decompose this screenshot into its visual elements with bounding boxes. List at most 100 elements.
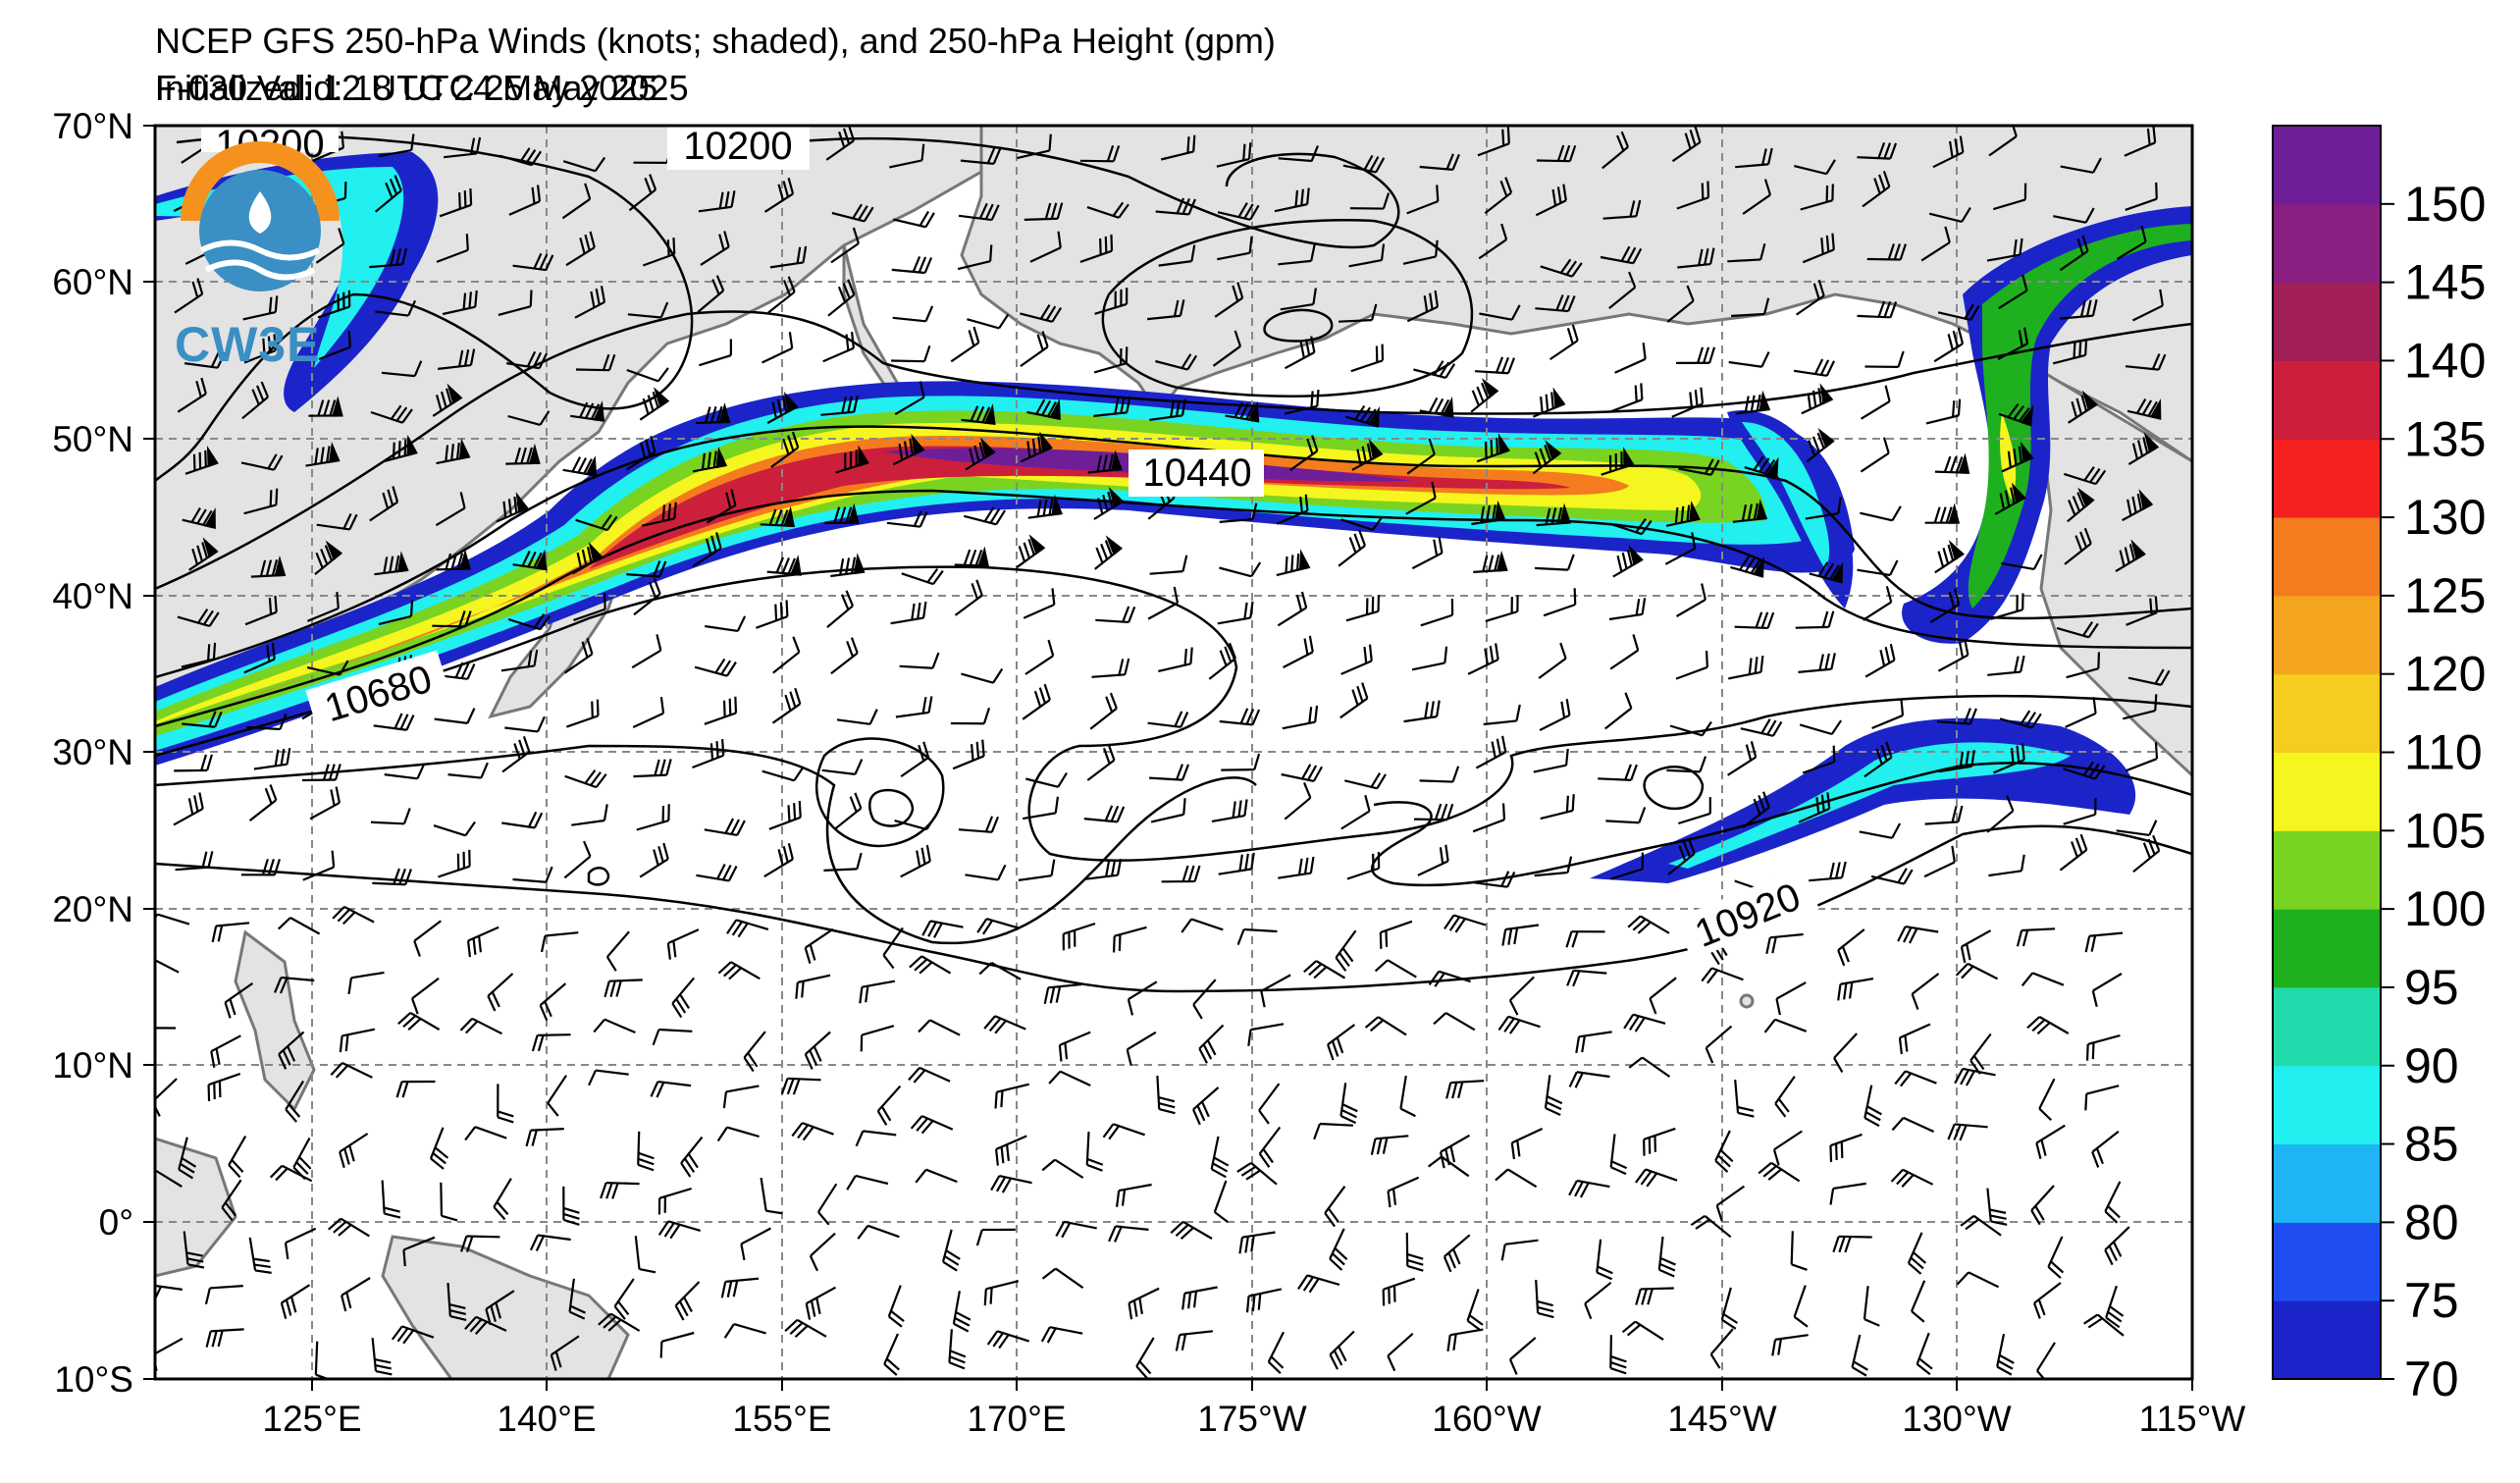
wind-barb	[374, 551, 409, 576]
wind-barb	[626, 367, 669, 383]
wind-barb	[314, 1341, 332, 1379]
wind-barb	[1947, 1123, 1988, 1141]
wind-barb	[1445, 1080, 1485, 1099]
wind-barb	[642, 238, 676, 267]
wind-barb	[1150, 798, 1186, 823]
wind-barb	[887, 1285, 905, 1328]
jet-subtropical-cyan	[1668, 742, 2071, 869]
wind-barb	[2127, 432, 2160, 466]
wind-barb	[1313, 1122, 1353, 1140]
wind-barb	[432, 383, 463, 417]
wind-barb	[961, 403, 996, 425]
wind-barb	[1742, 179, 1772, 215]
wind-barb	[894, 381, 925, 416]
wind-barb	[2001, 441, 2034, 473]
wind-barb	[280, 1284, 311, 1319]
chart-title: NCEP GFS 250-hPa Winds (knots; shaded), …	[155, 21, 1276, 61]
wind-barb	[1911, 1280, 1926, 1323]
wind-barb	[1671, 387, 1705, 418]
wind-barb	[784, 1318, 827, 1338]
wind-barb	[1609, 634, 1640, 670]
wind-barb	[950, 326, 980, 363]
wind-barb	[1715, 1185, 1746, 1222]
wind-barb	[1860, 505, 1902, 522]
lat-label: 0°	[99, 1202, 133, 1243]
jet-alaska-green	[1968, 224, 2192, 609]
wind-barb	[500, 649, 539, 672]
wind-barb	[2060, 157, 2102, 174]
wind-barb	[1540, 258, 1583, 278]
wind-barb	[371, 1338, 393, 1376]
wind-barb	[760, 1177, 783, 1215]
wind-barb	[1245, 1288, 1283, 1313]
wind-barb	[566, 699, 600, 728]
wind-barb	[1701, 967, 1744, 984]
wind-barb	[1510, 1128, 1544, 1160]
wind-barb	[228, 1136, 247, 1179]
wind-barb	[1475, 735, 1507, 769]
wind-barb	[253, 747, 291, 770]
wind-barb	[1734, 1080, 1755, 1118]
jet-alaska-yellow	[2000, 412, 2017, 501]
wind-barb	[547, 1075, 568, 1117]
wind-barb	[1387, 1332, 1414, 1372]
wind-barb	[1540, 794, 1575, 821]
wind-barb	[2125, 742, 2159, 772]
wind-barb	[2126, 596, 2159, 626]
wind-barb	[1348, 243, 1386, 268]
wind-barb	[1535, 184, 1567, 217]
wind-barb	[512, 252, 554, 272]
wind-barb	[1532, 387, 1566, 418]
colorbar-label: 120	[2404, 647, 2486, 702]
wind-barb	[505, 350, 549, 370]
wind-barb	[1351, 438, 1384, 471]
wind-barb	[983, 1015, 1026, 1034]
wind-barb	[174, 754, 213, 772]
wind-barb	[2053, 207, 2095, 224]
wind-barb	[1289, 435, 1319, 472]
wind-barb	[825, 126, 856, 161]
wind-barb	[1649, 977, 1677, 1015]
wind-barb	[2116, 820, 2158, 837]
lon-label: 170°E	[967, 1399, 1066, 1439]
wind-barb	[155, 956, 180, 974]
wind-barb	[1986, 238, 2023, 262]
wind-barb	[1795, 610, 1835, 629]
wind-barb	[769, 245, 808, 269]
wind-barb	[964, 506, 1006, 526]
wind-barb	[674, 1281, 701, 1321]
wind-barb	[381, 360, 423, 378]
wind-barb	[1055, 1220, 1097, 1239]
wind-barb	[1274, 187, 1310, 213]
wind-barb	[1857, 559, 1899, 577]
wind-barb	[242, 295, 279, 321]
wind-barb	[639, 842, 669, 878]
wind-barb	[1714, 1130, 1734, 1173]
wind-barb	[995, 1135, 1027, 1166]
wind-barb	[1735, 390, 1771, 415]
wind-barb	[184, 446, 219, 475]
wind-barb	[941, 1229, 961, 1272]
wind-barb	[1128, 1287, 1160, 1320]
wind-barb	[1406, 290, 1440, 323]
wind-barb	[1161, 865, 1201, 883]
wind-barb	[704, 696, 738, 725]
wind-barb	[1016, 534, 1046, 569]
wind-barb	[1928, 207, 1971, 223]
wind-barb	[1801, 383, 1834, 415]
wind-barb	[1832, 1235, 1872, 1253]
jet-northwest-cyan	[155, 167, 404, 368]
wind-barb	[954, 546, 990, 567]
wind-barb	[1413, 803, 1454, 821]
wind-barb	[1467, 643, 1499, 675]
contour-10440	[155, 425, 2192, 679]
longitude-axis: 125°E 140°E 155°E 170°E 175°W 160°W 145°…	[262, 1379, 2245, 1439]
wind-barb	[571, 804, 608, 826]
wind-barb	[1772, 1130, 1803, 1166]
wind-barb	[433, 821, 476, 837]
wind-barb	[1427, 1155, 1470, 1178]
wind-barb	[639, 387, 670, 421]
wind-barb	[1040, 1326, 1083, 1344]
wind-barb	[1023, 588, 1056, 619]
wind-barb	[1478, 223, 1508, 260]
